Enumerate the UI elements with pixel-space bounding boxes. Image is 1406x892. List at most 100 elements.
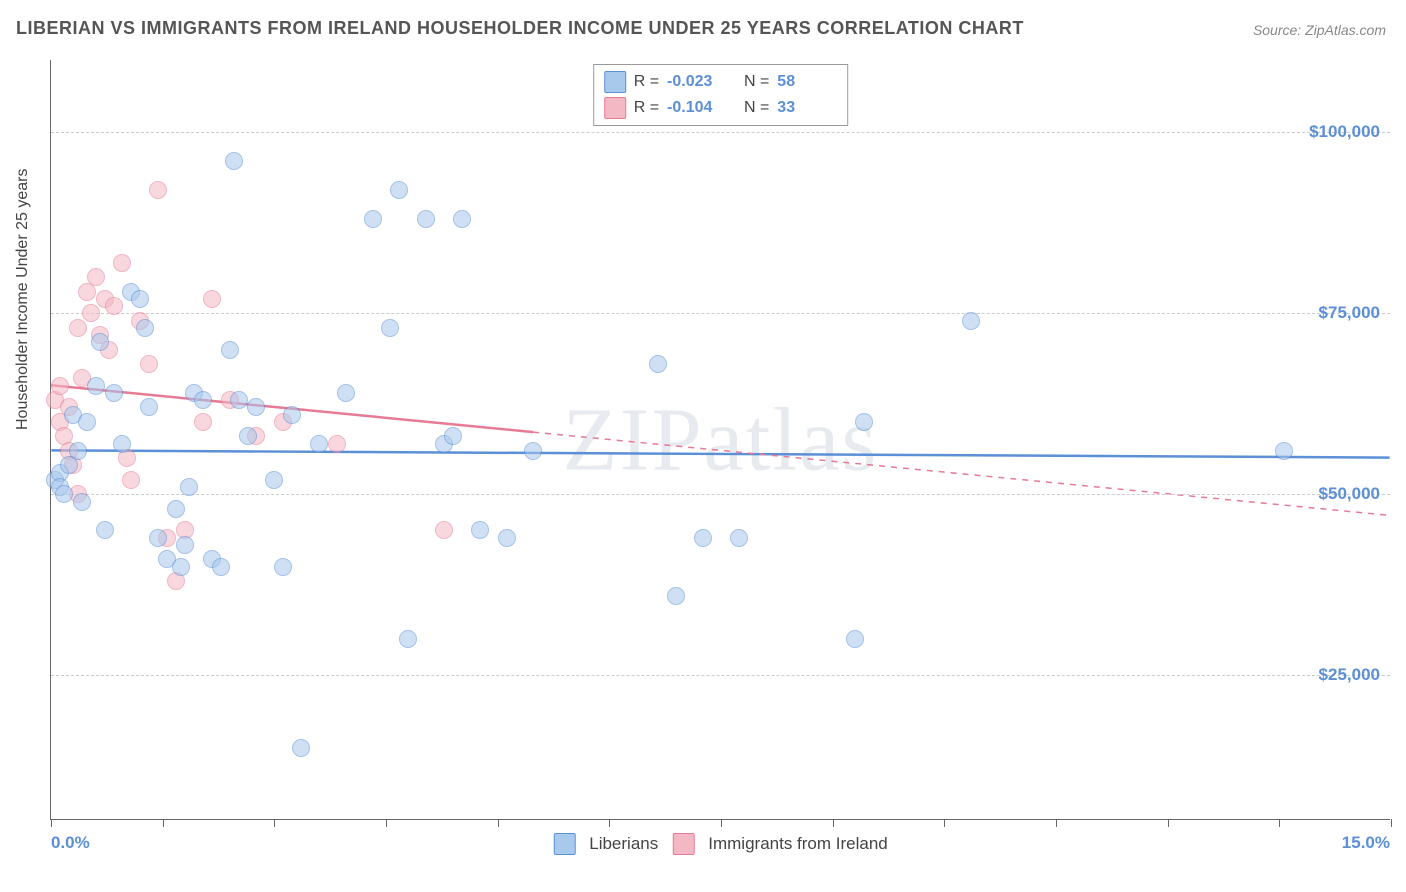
gridline-h: [51, 675, 1390, 676]
x-tick: [386, 819, 387, 827]
x-tick: [833, 819, 834, 827]
legend-series-label: Immigrants from Ireland: [708, 834, 888, 854]
x-tick: [163, 819, 164, 827]
gridline-h: [51, 132, 1390, 133]
scatter-point: [69, 442, 87, 460]
scatter-point: [113, 254, 131, 272]
scatter-point: [962, 312, 980, 330]
x-tick: [609, 819, 610, 827]
scatter-point: [167, 500, 185, 518]
stat-r-label: R =: [634, 73, 659, 91]
scatter-point: [283, 406, 301, 424]
gridline-h: [51, 313, 1390, 314]
stat-n-label: N =: [735, 73, 769, 91]
legend-stats-row: R = -0.023 N = 58: [604, 69, 838, 95]
scatter-point: [105, 384, 123, 402]
scatter-point: [435, 521, 453, 539]
scatter-point: [239, 427, 257, 445]
scatter-point: [176, 536, 194, 554]
scatter-point: [247, 398, 265, 416]
scatter-point: [310, 435, 328, 453]
scatter-point: [649, 355, 667, 373]
legend-swatch: [604, 97, 626, 119]
trend-line-solid: [51, 450, 1389, 457]
chart-container: LIBERIAN VS IMMIGRANTS FROM IRELAND HOUS…: [0, 0, 1406, 892]
scatter-point: [51, 377, 69, 395]
scatter-point: [78, 413, 96, 431]
scatter-point: [122, 471, 140, 489]
scatter-point: [667, 587, 685, 605]
scatter-point: [381, 319, 399, 337]
scatter-point: [694, 529, 712, 547]
scatter-point: [82, 304, 100, 322]
stat-r-value: -0.023: [667, 73, 727, 91]
scatter-point: [203, 290, 221, 308]
scatter-point: [364, 210, 382, 228]
x-tick-label: 0.0%: [51, 833, 90, 853]
scatter-point: [180, 478, 198, 496]
scatter-point: [69, 319, 87, 337]
legend-series-label: Liberians: [589, 834, 658, 854]
scatter-point: [194, 391, 212, 409]
scatter-point: [471, 521, 489, 539]
scatter-point: [225, 152, 243, 170]
scatter-point: [417, 210, 435, 228]
legend-stats-box: R = -0.023 N = 58R = -0.104 N = 33: [593, 64, 849, 126]
x-tick: [721, 819, 722, 827]
scatter-point: [87, 377, 105, 395]
scatter-point: [524, 442, 542, 460]
scatter-point: [453, 210, 471, 228]
x-tick: [1056, 819, 1057, 827]
x-tick-label: 15.0%: [1342, 833, 1390, 853]
x-tick: [498, 819, 499, 827]
trend-line-dashed: [533, 432, 1389, 515]
x-tick: [1391, 819, 1392, 827]
scatter-point: [444, 427, 462, 445]
scatter-point: [399, 630, 417, 648]
y-tick-label: $75,000: [1319, 303, 1380, 323]
x-tick: [51, 819, 52, 827]
legend-swatch: [604, 71, 626, 93]
scatter-point: [131, 290, 149, 308]
legend-stats-row: R = -0.104 N = 33: [604, 95, 838, 121]
scatter-point: [274, 558, 292, 576]
scatter-point: [136, 319, 154, 337]
x-tick: [1168, 819, 1169, 827]
scatter-point: [230, 391, 248, 409]
scatter-point: [194, 413, 212, 431]
scatter-point: [149, 529, 167, 547]
stat-n-label: N =: [735, 99, 769, 117]
scatter-point: [73, 493, 91, 511]
scatter-point: [328, 435, 346, 453]
y-tick-label: $50,000: [1319, 484, 1380, 504]
scatter-point: [149, 181, 167, 199]
scatter-point: [113, 435, 131, 453]
scatter-point: [140, 398, 158, 416]
scatter-point: [55, 485, 73, 503]
y-axis-title: Householder Income Under 25 years: [14, 169, 32, 430]
y-tick-label: $100,000: [1309, 122, 1380, 142]
scatter-point: [292, 739, 310, 757]
legend-swatch: [553, 833, 575, 855]
legend-swatch: [672, 833, 694, 855]
scatter-point: [498, 529, 516, 547]
x-tick: [274, 819, 275, 827]
scatter-point: [105, 297, 123, 315]
x-tick: [944, 819, 945, 827]
scatter-point: [221, 341, 239, 359]
legend-series-box: Liberians Immigrants from Ireland: [553, 833, 888, 855]
stat-n-value: 58: [777, 73, 837, 91]
scatter-point: [172, 558, 190, 576]
chart-title: LIBERIAN VS IMMIGRANTS FROM IRELAND HOUS…: [16, 18, 1024, 39]
scatter-point: [846, 630, 864, 648]
stat-r-value: -0.104: [667, 99, 727, 117]
scatter-point: [730, 529, 748, 547]
source-label: Source: ZipAtlas.com: [1253, 22, 1386, 38]
scatter-point: [337, 384, 355, 402]
stat-r-label: R =: [634, 99, 659, 117]
y-tick-label: $25,000: [1319, 665, 1380, 685]
gridline-h: [51, 494, 1390, 495]
plot-area: ZIPatlas R = -0.023 N = 58R = -0.104 N =…: [50, 60, 1390, 820]
scatter-point: [855, 413, 873, 431]
x-tick: [1279, 819, 1280, 827]
